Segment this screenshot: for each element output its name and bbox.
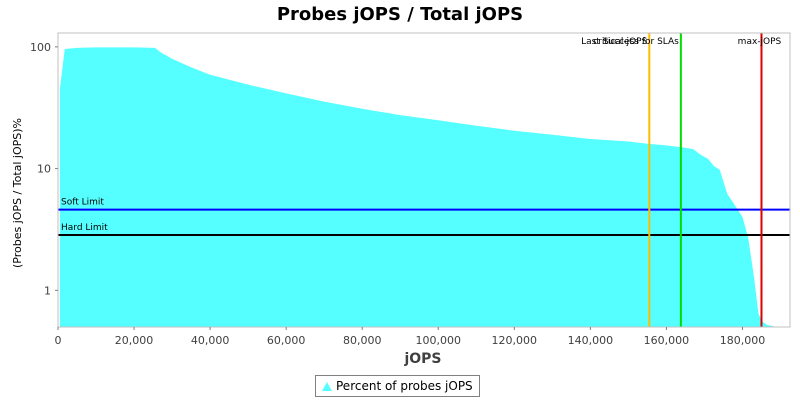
vline-label-0: critical-jOPS [593,37,647,47]
hline-label-0: Soft Limit [61,198,104,208]
x-tick-label-8: 160,000 [644,334,690,347]
hline-label-1: Hard Limit [61,223,108,233]
vline-label-1: Last Success for SLAs [581,37,679,47]
x-tick-label-5: 100,000 [416,334,462,347]
legend: Percent of probes jOPS [315,375,480,397]
x-tick-label-6: 120,000 [492,334,538,347]
x-tick-label-2: 40,000 [191,334,230,347]
vline-label-2: max-jOPS [738,37,782,47]
series-area-0 [59,47,789,328]
x-tick-label-0: 0 [55,334,62,347]
chart-title: Probes jOPS / Total jOPS [277,4,523,25]
plot-border [57,32,791,328]
legend-label: Percent of probes jOPS [336,379,473,393]
legend-swatch-icon [322,381,332,391]
x-tick-label-1: 20,000 [115,334,154,347]
y-tick-label-0: 1 [44,284,51,297]
x-tick-label-3: 60,000 [267,334,306,347]
x-tick-label-7: 140,000 [568,334,614,347]
y-axis-label: (Probes jOPS / Total jOPS)% [11,118,24,268]
x-tick-label-4: 80,000 [343,334,382,347]
y-tick-label-1: 10 [37,163,51,176]
y-tick-label-2: 100 [30,41,51,54]
x-axis-label: jOPS [403,351,441,367]
x-tick-label-9: 180,000 [720,334,766,347]
